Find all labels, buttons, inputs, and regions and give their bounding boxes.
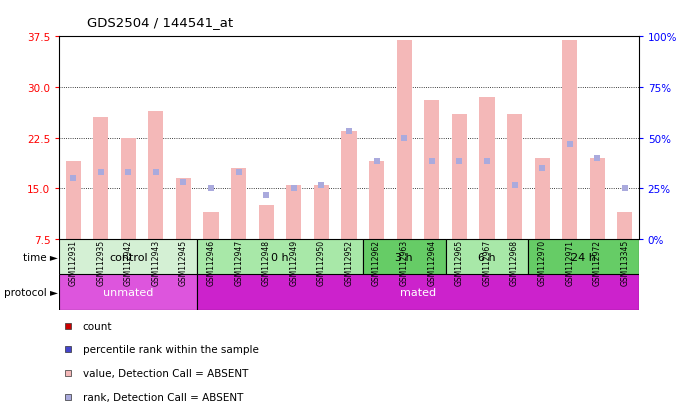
Bar xyxy=(369,162,384,240)
Bar xyxy=(93,118,108,240)
Text: GSM112968: GSM112968 xyxy=(510,240,519,285)
Text: GSM112972: GSM112972 xyxy=(593,240,602,285)
Text: control: control xyxy=(109,252,147,262)
Bar xyxy=(259,206,274,240)
Text: 0 h: 0 h xyxy=(272,252,289,262)
Text: unmated: unmated xyxy=(103,287,154,297)
Text: GSM112935: GSM112935 xyxy=(96,240,105,285)
Bar xyxy=(507,115,522,240)
Bar xyxy=(363,240,445,275)
Bar xyxy=(198,240,363,275)
Bar xyxy=(535,159,550,240)
Text: GSM112942: GSM112942 xyxy=(124,240,133,285)
Bar xyxy=(562,40,577,240)
Text: count: count xyxy=(82,321,112,331)
Text: GSM112943: GSM112943 xyxy=(151,240,161,285)
Text: GSM112967: GSM112967 xyxy=(482,240,491,285)
Bar xyxy=(480,98,494,240)
Text: time ►: time ► xyxy=(23,252,58,262)
Bar xyxy=(176,179,191,240)
Bar xyxy=(590,159,605,240)
Text: GSM112962: GSM112962 xyxy=(372,240,381,285)
Text: value, Detection Call = ABSENT: value, Detection Call = ABSENT xyxy=(82,368,248,378)
Text: GSM112947: GSM112947 xyxy=(234,240,243,285)
Bar xyxy=(59,240,198,275)
Bar xyxy=(286,185,302,240)
Text: mated: mated xyxy=(400,287,436,297)
Text: 24 h: 24 h xyxy=(571,252,596,262)
Text: GSM112945: GSM112945 xyxy=(179,240,188,285)
Bar xyxy=(148,112,163,240)
Bar xyxy=(198,275,639,310)
Bar xyxy=(445,240,528,275)
Text: percentile rank within the sample: percentile rank within the sample xyxy=(82,344,258,354)
Text: GSM112970: GSM112970 xyxy=(537,240,547,285)
Text: 6 h: 6 h xyxy=(478,252,496,262)
Text: rank, Detection Call = ABSENT: rank, Detection Call = ABSENT xyxy=(82,392,243,402)
Bar xyxy=(121,138,136,240)
Bar xyxy=(617,213,632,240)
Text: GSM112971: GSM112971 xyxy=(565,240,574,285)
Text: GSM112965: GSM112965 xyxy=(455,240,464,285)
Text: GSM112964: GSM112964 xyxy=(427,240,436,285)
Text: GSM113345: GSM113345 xyxy=(621,240,630,286)
Bar xyxy=(452,115,467,240)
Bar xyxy=(59,275,198,310)
Text: GSM112946: GSM112946 xyxy=(207,240,216,285)
Text: GSM112950: GSM112950 xyxy=(317,240,326,285)
Bar xyxy=(396,40,412,240)
Bar xyxy=(341,132,357,240)
Text: GSM112948: GSM112948 xyxy=(262,240,271,285)
Text: protocol ►: protocol ► xyxy=(4,287,58,297)
Text: GSM112931: GSM112931 xyxy=(68,240,77,285)
Bar xyxy=(204,213,218,240)
Bar xyxy=(66,162,81,240)
Bar xyxy=(314,185,329,240)
Bar xyxy=(231,169,246,240)
Text: GSM112949: GSM112949 xyxy=(290,240,298,285)
Text: GDS2504 / 144541_at: GDS2504 / 144541_at xyxy=(87,16,233,29)
Bar xyxy=(424,101,439,240)
Bar xyxy=(528,240,639,275)
Text: GSM112963: GSM112963 xyxy=(400,240,408,285)
Text: GSM112952: GSM112952 xyxy=(345,240,353,285)
Text: 3 h: 3 h xyxy=(395,252,413,262)
